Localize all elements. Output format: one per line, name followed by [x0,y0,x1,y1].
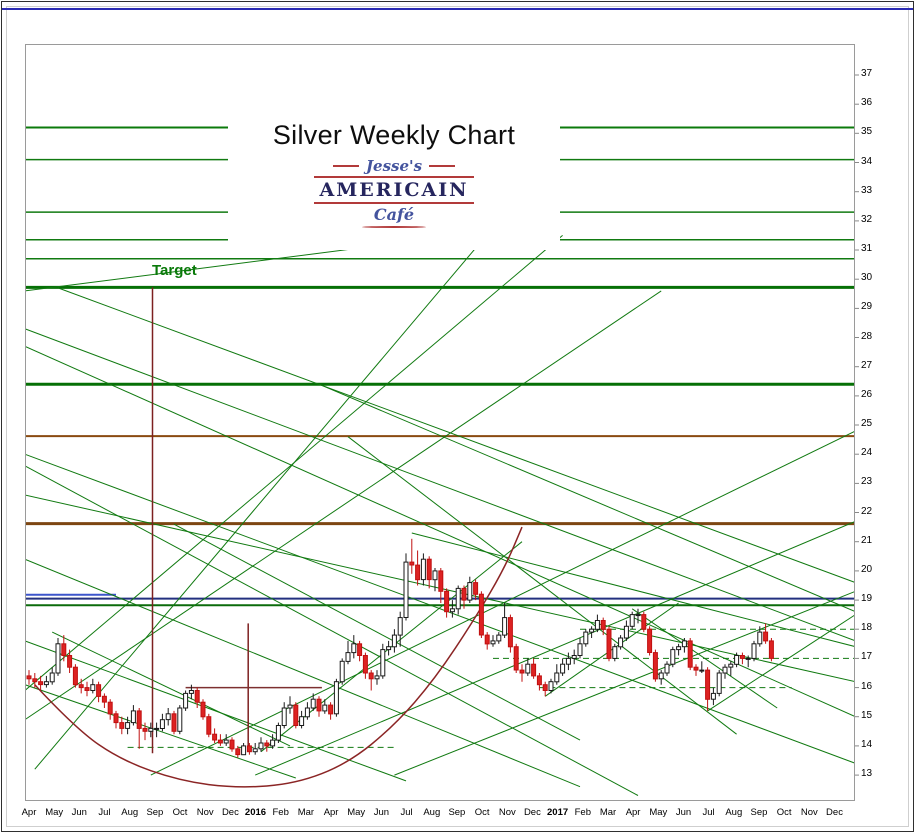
price-tick-label: 31 [861,243,873,255]
month-tick-label: Jun [675,807,692,818]
price-tick-label: 30 [861,272,873,284]
price-tick-label: 23 [861,476,873,488]
month-tick-label: Apr [625,807,641,818]
price-tick-label: 28 [861,330,873,342]
month-tick-label: Sep [750,807,768,818]
price-tick-label: 33 [861,184,873,196]
price-tick-label: 24 [861,447,873,459]
month-tick-label: Nov [800,807,818,818]
month-tick-label: Apr [21,807,37,818]
month-tick-label: Apr [323,807,339,818]
title-box: Silver Weekly Chart Jesse's AMERICAIN Ca… [228,98,560,250]
price-tick-label: 32 [861,213,873,225]
month-tick-label: Aug [423,807,441,818]
price-tick-label: 22 [861,505,873,517]
month-tick-label: Jun [373,807,390,818]
logo-flourish-left [332,165,359,167]
month-tick-label: Nov [196,807,214,818]
month-tick-label: Feb [574,807,591,818]
month-tick-label: Nov [498,807,516,818]
price-tick-label: 26 [861,388,873,400]
month-tick-label: Dec [523,807,541,818]
month-tick-label: Mar [297,807,315,818]
price-tick-label: 27 [861,359,873,371]
chart-title: Silver Weekly Chart [272,120,516,150]
month-tick-label: 2016 [244,807,267,818]
price-tick-label: 21 [861,534,873,546]
month-tick-label: Oct [172,807,188,818]
logo-jesses-text: Jesse's [365,157,423,175]
month-tick-label: May [45,807,64,818]
price-tick-label: 19 [861,593,873,605]
price-tick-label: 29 [861,301,873,313]
month-tick-label: Sep [448,807,466,818]
month-tick-label: May [649,807,668,818]
month-tick-label: Mar [599,807,617,818]
month-tick-label: Aug [121,807,139,818]
price-tick-label: 16 [861,680,873,692]
price-tick-label: 18 [861,622,873,634]
target-annotation: Target [152,262,197,279]
month-tick-label: Feb [272,807,289,818]
logo-underline-flourish [362,226,426,228]
month-tick-label: Oct [474,807,490,818]
month-tick-label: Dec [221,807,239,818]
price-tick-label: 14 [861,738,873,750]
price-tick-label: 13 [861,768,873,780]
month-tick-label: Dec [826,807,843,818]
price-tick-label: 34 [861,155,873,167]
logo-americain-text: AMERICAIN [314,176,474,204]
window-top-accent [2,8,913,10]
price-tick-label: 15 [861,709,873,721]
price-tick-label: 20 [861,563,873,575]
logo-flourish-right [429,165,456,167]
logo-cafe-text: Café [373,205,415,224]
price-tick-label: 36 [861,97,873,109]
month-tick-label: Jul [400,807,413,818]
price-tick-label: 25 [861,418,873,430]
month-tick-label: Sep [146,807,164,818]
month-tick-label: Jul [98,807,111,818]
month-tick-label: May [347,807,366,818]
price-tick-label: 35 [861,126,873,138]
month-tick-label: Oct [776,807,792,818]
logo-top-row: Jesse's [228,157,560,175]
month-tick-label: Jul [702,807,715,818]
price-tick-label: 17 [861,651,873,663]
price-tick-label: 37 [861,68,873,79]
logesses-americain-cafe-logo: Jesse's AMERICAIN Café [228,157,560,228]
month-tick-label: Jun [71,807,87,818]
month-tick-label: 2017 [547,807,569,818]
month-tick-label: Aug [725,807,743,818]
